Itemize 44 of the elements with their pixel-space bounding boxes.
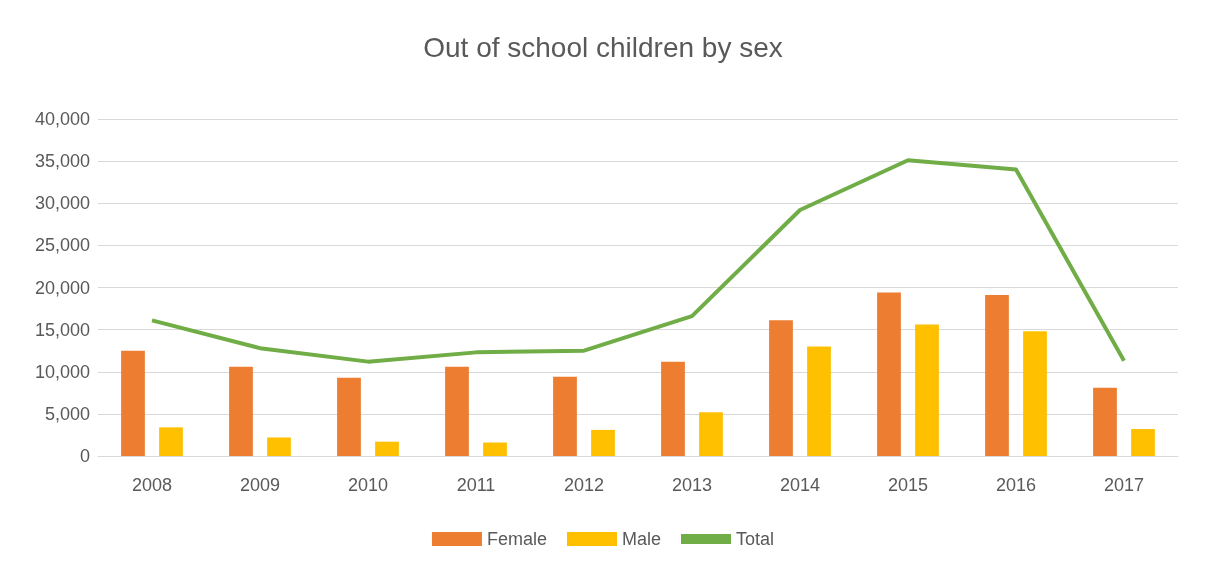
bar <box>985 295 1009 456</box>
y-tick-label: 10,000 <box>34 361 90 382</box>
bar <box>159 427 183 456</box>
bar <box>1131 429 1155 456</box>
x-tick-label: 2014 <box>779 475 821 495</box>
x-tick-label: 2012 <box>563 475 605 495</box>
x-tick-label: 2011 <box>456 475 496 495</box>
y-tick-label: 15,000 <box>34 319 90 340</box>
bar <box>229 366 253 456</box>
x-tick-label: 2010 <box>347 475 389 495</box>
bar <box>1093 387 1117 456</box>
y-tick-label: 30,000 <box>34 193 90 214</box>
y-tick-label: 25,000 <box>34 235 90 256</box>
x-tick-label: 2008 <box>131 475 173 495</box>
bar <box>1023 331 1047 456</box>
bar <box>375 441 399 456</box>
legend-label: Female <box>486 529 547 549</box>
chart-title: Out of school children by sex <box>423 31 783 63</box>
x-tick-label: 2013 <box>671 475 713 495</box>
y-tick-label: 40,000 <box>34 109 90 129</box>
bar <box>769 320 793 456</box>
y-tick-label: 5,000 <box>44 403 90 424</box>
bar <box>661 361 685 456</box>
y-tick-label: 35,000 <box>34 151 90 172</box>
bar <box>483 442 507 456</box>
bar <box>121 350 145 456</box>
bar <box>267 437 291 456</box>
bar <box>877 292 901 456</box>
bar <box>445 366 469 456</box>
legend-label: Total <box>736 529 775 549</box>
x-tick-label: 2009 <box>239 475 281 495</box>
x-tick-label: 2015 <box>887 475 929 495</box>
bar <box>699 412 723 456</box>
bar <box>553 376 577 456</box>
bar <box>337 377 361 456</box>
x-tick-label: 2016 <box>995 475 1037 495</box>
y-tick-label: 20,000 <box>34 277 90 298</box>
bar <box>807 346 831 456</box>
y-tick-label: 0 <box>79 446 90 466</box>
bar <box>591 429 615 456</box>
bar <box>915 324 939 456</box>
x-tick-label: 2017 <box>1103 475 1145 495</box>
line-series <box>150 158 1126 364</box>
legend-label: Male <box>621 529 662 549</box>
